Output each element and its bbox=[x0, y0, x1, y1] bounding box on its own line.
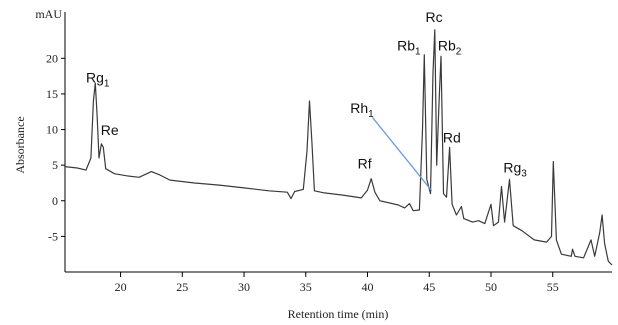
y-tick-label: 5 bbox=[52, 158, 58, 172]
y-tick-label: 0 bbox=[52, 194, 58, 208]
peak-label: Rb2 bbox=[438, 37, 462, 57]
peak-label: Rd bbox=[443, 129, 461, 145]
y-tick-label: 15 bbox=[46, 87, 58, 101]
peak-label-sub: 1 bbox=[104, 79, 110, 90]
peak-label-text: Rf bbox=[358, 156, 372, 172]
peak-label: Rg1 bbox=[86, 70, 110, 90]
x-tick-label: 55 bbox=[547, 280, 559, 294]
x-axis-label: Retention time (min) bbox=[288, 307, 389, 321]
peak-label: Re bbox=[101, 122, 119, 138]
x-tick-label: 20 bbox=[115, 280, 127, 294]
y-tick-label: 10 bbox=[46, 123, 58, 137]
x-tick-label: 25 bbox=[176, 280, 188, 294]
trace bbox=[64, 29, 613, 266]
leader-line bbox=[371, 117, 433, 192]
peak-label-text: Re bbox=[101, 122, 119, 138]
peak-label: Rb1 bbox=[397, 37, 421, 57]
peak-label-text: Rg bbox=[503, 159, 521, 175]
peak-label-text: Rd bbox=[443, 129, 461, 145]
peak-label-text: Rh bbox=[350, 100, 368, 116]
peak-label: Rc bbox=[426, 9, 443, 25]
y-tick-label: -5 bbox=[48, 229, 58, 243]
peak-label: Rg3 bbox=[503, 159, 527, 179]
y-unit: mAU bbox=[35, 7, 62, 21]
x-tick-label: 50 bbox=[485, 280, 497, 294]
peak-label-text: Rb bbox=[397, 37, 415, 53]
x-tick-label: 40 bbox=[362, 280, 374, 294]
peak-label-sub: 1 bbox=[415, 46, 421, 57]
peak-label-sub: 3 bbox=[521, 168, 527, 179]
peak-label: Rh1 bbox=[350, 100, 374, 120]
x-tick-label: 45 bbox=[423, 280, 435, 294]
peak-label-sub: 1 bbox=[368, 109, 374, 120]
peak-label-sub: 2 bbox=[456, 46, 462, 57]
y-axis-label: Absorbance bbox=[13, 116, 27, 173]
peak-label-text: Rb bbox=[438, 37, 456, 53]
peak-label-text: Rc bbox=[426, 9, 443, 25]
peak-label-text: Rg bbox=[86, 70, 104, 86]
x-tick-label: 35 bbox=[300, 280, 312, 294]
y-tick-label: 20 bbox=[46, 51, 58, 65]
peak-label: Rf bbox=[358, 156, 372, 172]
x-tick-label: 30 bbox=[238, 280, 250, 294]
